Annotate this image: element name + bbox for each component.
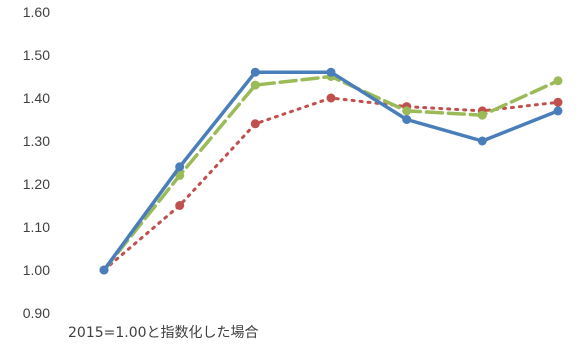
- series-1-point: [477, 136, 487, 146]
- series-3-point: [553, 76, 563, 86]
- series-3-line: [102, 74, 560, 272]
- chart-note: 2015=1.00と指数化した場合: [68, 325, 259, 341]
- y-axis: 0.90 1.00 1.10 1.20 1.30 1.40 1.50 1.60: [23, 4, 50, 321]
- y-tick-label: 0.90: [23, 305, 50, 321]
- y-tick-label: 1.50: [23, 47, 50, 63]
- series-3-point: [175, 170, 185, 180]
- y-tick-label: 1.00: [23, 262, 50, 278]
- series-1-point: [553, 106, 563, 116]
- series-2-point: [250, 119, 260, 129]
- series-2-point: [553, 97, 563, 107]
- series-1-point: [175, 162, 185, 172]
- y-tick-label: 1.30: [23, 133, 50, 149]
- series-2-point: [326, 93, 336, 103]
- y-tick-label: 1.10: [23, 219, 50, 235]
- series-1-point: [326, 67, 336, 77]
- y-tick-label: 1.40: [23, 90, 50, 106]
- series-3-point: [250, 80, 260, 90]
- series-1-point: [250, 67, 260, 77]
- series-1-point: [402, 115, 412, 124]
- y-tick-label: 1.60: [23, 4, 50, 20]
- series-3-point: [402, 106, 412, 116]
- series-1: [99, 67, 563, 275]
- series-2-point: [175, 201, 185, 210]
- series-3-point: [477, 110, 487, 120]
- plot-area: [99, 67, 563, 275]
- y-tick-label: 1.20: [23, 176, 50, 192]
- series-1-point: [99, 265, 109, 275]
